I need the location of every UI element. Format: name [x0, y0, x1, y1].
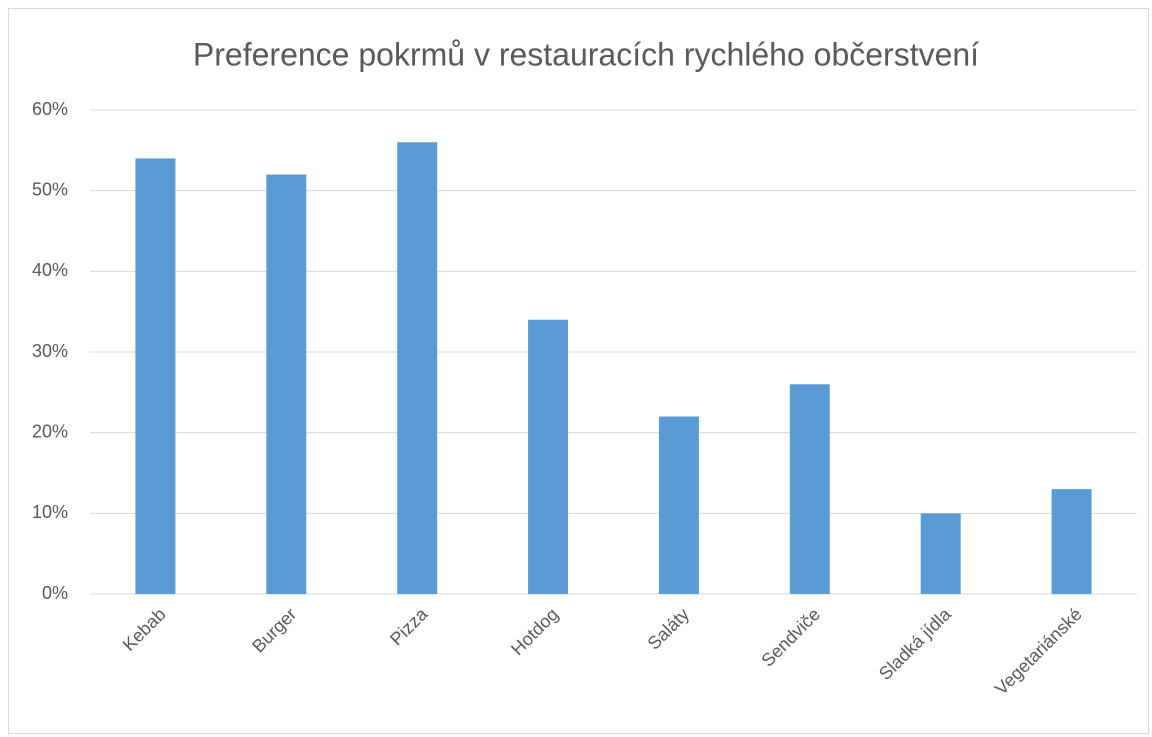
y-tick-label: 20% [32, 421, 68, 441]
bar [397, 142, 438, 594]
bar [528, 319, 569, 594]
bar [789, 384, 830, 594]
bar [920, 513, 961, 594]
bar [135, 158, 176, 594]
y-tick-label: 10% [32, 502, 68, 522]
chart-title: Preference pokrmů v restauracích rychléh… [193, 36, 979, 72]
y-tick-label: 0% [42, 583, 68, 603]
y-tick-label: 30% [32, 341, 68, 361]
bar [658, 416, 699, 594]
y-tick-label: 50% [32, 179, 68, 199]
bar [266, 174, 307, 595]
bar [1051, 489, 1092, 594]
chart-border [8, 8, 1149, 734]
y-tick-label: 60% [32, 99, 68, 119]
y-tick-label: 40% [32, 260, 68, 280]
